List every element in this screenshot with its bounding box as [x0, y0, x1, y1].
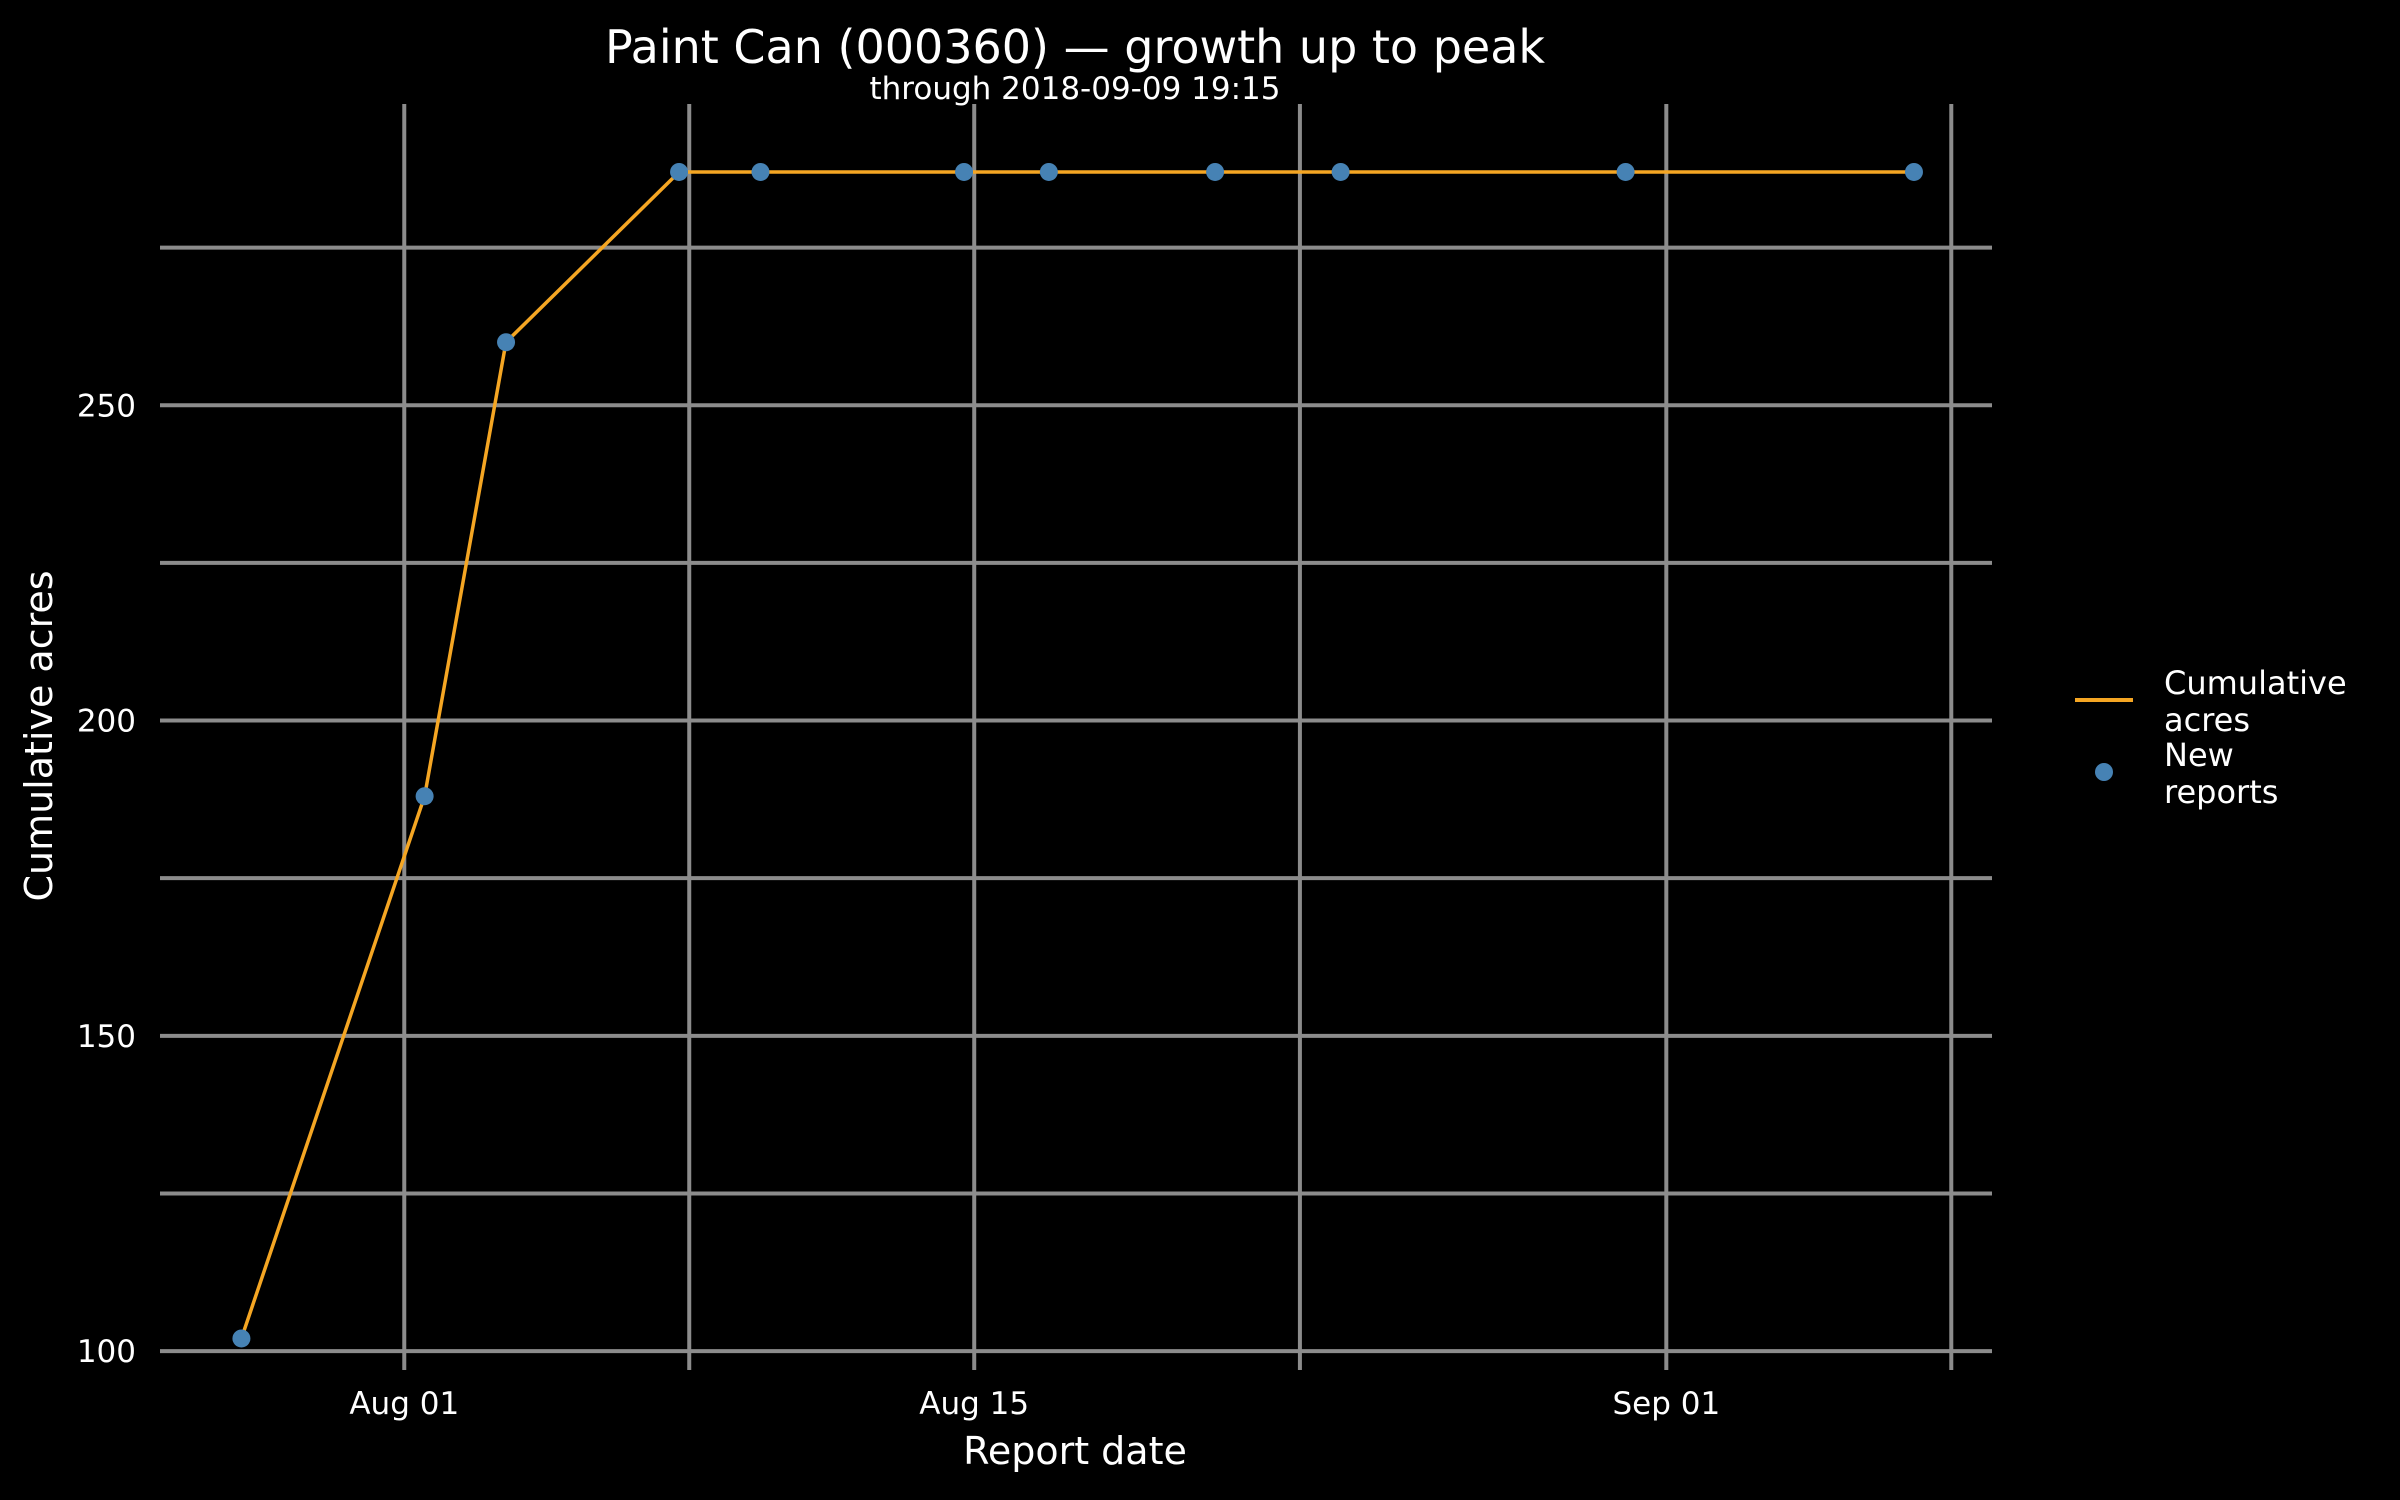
y-axis-label: Cumulative acres [17, 570, 61, 901]
grid [160, 104, 1992, 1370]
x-tick-label: Sep 01 [1612, 1386, 1720, 1422]
data-point [1206, 162, 1225, 181]
x-tick-label: Aug 15 [919, 1386, 1029, 1422]
axis-ticks: 100 150 200 250 Aug 01 Aug 15 Sep 01 [77, 388, 1720, 1422]
data-point [751, 162, 770, 181]
legend-label: New reports [2164, 736, 2278, 811]
legend-point-swatch [2095, 763, 2113, 781]
plot-area [232, 162, 1923, 1348]
data-point [1331, 162, 1350, 181]
data-point [955, 162, 974, 181]
y-tick-label: 150 [77, 1019, 136, 1055]
data-point [232, 1329, 251, 1348]
data-point [415, 787, 434, 806]
y-tick-label: 250 [77, 388, 136, 424]
data-point [1039, 162, 1058, 181]
chart-subtitle: through 2018-09-09 19:15 [869, 71, 1280, 107]
data-point [670, 162, 689, 181]
legend-label: Cumulative acres [2164, 664, 2347, 739]
chart-title: Paint Can (000360) — growth up to peak [605, 20, 1545, 74]
data-point [497, 333, 516, 352]
y-tick-label: 200 [77, 704, 136, 740]
y-tick-label: 100 [77, 1334, 136, 1370]
data-point [1616, 162, 1635, 181]
data-point [1904, 162, 1923, 181]
x-axis-label: Report date [963, 1429, 1187, 1473]
x-tick-label: Aug 01 [349, 1386, 459, 1422]
